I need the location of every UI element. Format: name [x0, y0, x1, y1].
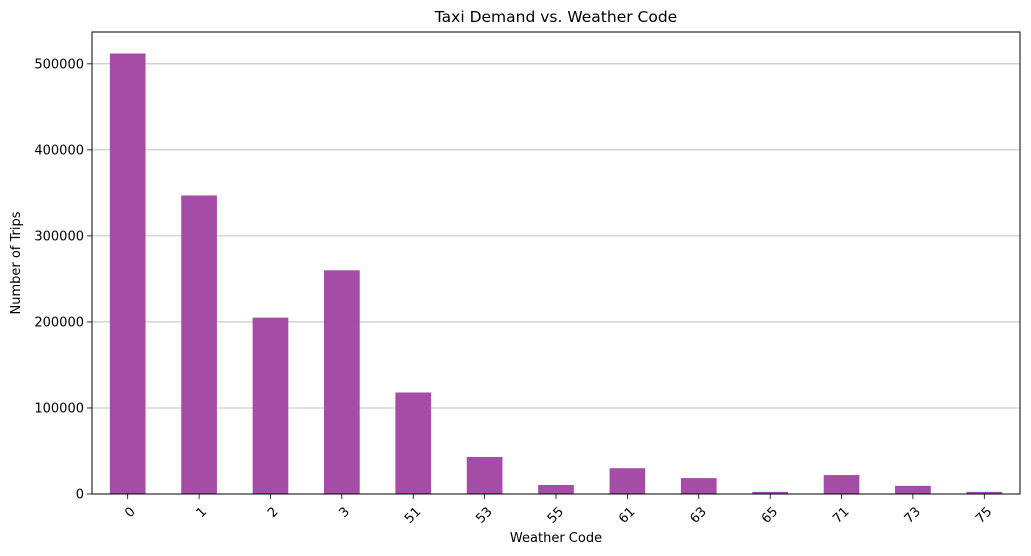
y-tick-label: 300000 — [34, 229, 84, 244]
bar — [252, 317, 289, 494]
bar — [680, 478, 717, 494]
y-axis-ticks: 0 100000 200000 300000 400000 500000 — [34, 57, 92, 503]
bar — [109, 53, 146, 494]
bars — [109, 53, 1003, 494]
bar — [752, 491, 788, 494]
bar — [895, 485, 931, 494]
y-tick-label: 0 — [76, 488, 84, 503]
bar — [609, 468, 646, 494]
y-tick-label: 400000 — [34, 143, 84, 158]
bar — [966, 491, 1003, 494]
bar — [181, 195, 217, 494]
bar — [324, 270, 360, 494]
y-tick-label: 100000 — [34, 401, 84, 416]
bar — [538, 484, 574, 494]
y-axis-label: Number of Trips — [9, 211, 24, 314]
chart-title: Taxi Demand vs. Weather Code — [434, 8, 677, 26]
bar — [395, 392, 432, 494]
bar — [823, 475, 860, 494]
y-tick-label: 200000 — [34, 315, 84, 330]
x-axis-label: Weather Code — [510, 531, 602, 546]
y-tick-label: 500000 — [34, 57, 84, 72]
bar — [466, 457, 503, 494]
